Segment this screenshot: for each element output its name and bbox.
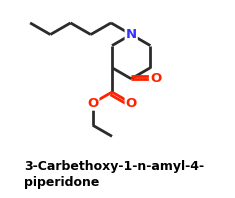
Text: N: N	[126, 28, 137, 41]
Text: 3-Carbethoxy-1-n-amyl-4-
piperidone: 3-Carbethoxy-1-n-amyl-4- piperidone	[24, 160, 204, 189]
Text: O: O	[87, 97, 98, 110]
Text: O: O	[150, 72, 161, 85]
Text: O: O	[126, 97, 137, 110]
